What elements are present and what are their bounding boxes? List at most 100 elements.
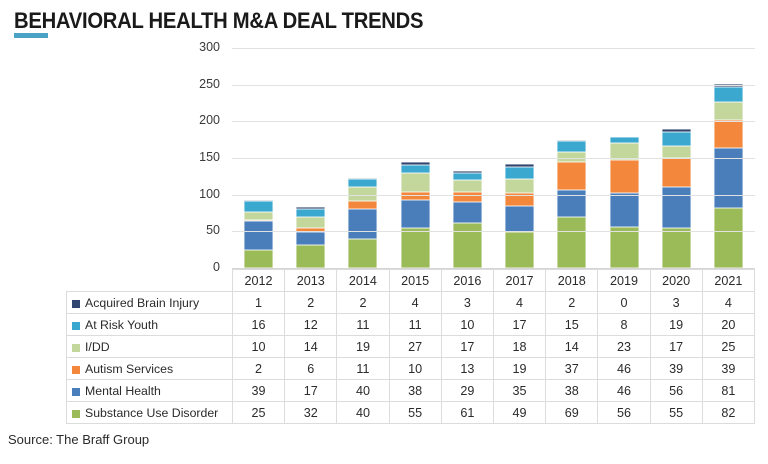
legend-swatch-icon — [72, 387, 80, 396]
column-header-2020: 2020 — [649, 269, 703, 292]
bar-column-2017 — [493, 48, 545, 268]
table-cell: 17 — [284, 379, 338, 402]
gridline-50 — [232, 231, 755, 233]
table-cell: 49 — [492, 401, 547, 424]
bar-segment — [295, 232, 325, 245]
table-cell: 10 — [388, 357, 442, 380]
table-cell: 13 — [440, 357, 494, 380]
stacked-bar — [557, 139, 587, 268]
bar-segment — [714, 207, 744, 268]
table-cell: 56 — [597, 401, 651, 424]
table-row: Substance Use Disorder 25 32 40 55 61 49 69 56 55… — [66, 401, 756, 424]
table-cell: 4 — [492, 291, 547, 314]
gridline-200 — [232, 121, 755, 123]
table-cell: 3 — [440, 291, 494, 314]
table-cell: 2 — [336, 291, 390, 314]
table-cell: 2 — [545, 291, 599, 314]
y-axis-tick-150: 150 — [199, 150, 220, 164]
bar-segment — [662, 131, 692, 146]
legend-label: Autism Services — [85, 361, 174, 376]
table-cell: 39 — [701, 357, 756, 380]
table-cell: 4 — [701, 291, 756, 314]
bar-segment — [505, 192, 535, 207]
table-row: Mental Health 39 17 40 38 29 35 38 46 56 81 — [66, 379, 756, 402]
table-cell: 56 — [649, 379, 703, 402]
column-header-2019: 2019 — [597, 269, 651, 292]
bar-segment — [609, 226, 639, 268]
table-cell: 38 — [388, 379, 442, 402]
column-header-2014: 2014 — [336, 269, 390, 292]
table-cell: 25 — [231, 401, 286, 424]
bar-segment — [505, 206, 535, 233]
bar-segment — [662, 227, 692, 268]
bar-column-2016 — [441, 48, 493, 268]
table-cell: 3 — [649, 291, 703, 314]
bar-segment — [609, 136, 639, 143]
legend-label: I/DD — [85, 339, 110, 354]
page-title: BEHAVIORAL HEALTH M&A DEAL TRENDS — [14, 8, 424, 33]
legend-label: Substance Use Disorder — [85, 405, 219, 420]
bar-segment — [243, 200, 273, 213]
stacked-bar — [295, 207, 325, 268]
bar-segment — [295, 244, 325, 268]
legend-item-mental-health: Mental Health — [66, 379, 233, 402]
legend-swatch-icon — [72, 409, 80, 418]
table-cell: 39 — [649, 357, 703, 380]
bar-segment — [243, 212, 273, 220]
bar-segment — [400, 227, 430, 268]
data-table: 2012 2013 2014 2015 2016 2017 2018 2019 2020 2021… — [66, 269, 756, 424]
column-header-2013: 2013 — [284, 269, 338, 292]
bar-column-2018 — [546, 48, 598, 268]
bar-segment — [348, 187, 378, 202]
bar-segment — [452, 192, 482, 203]
table-cell: 40 — [336, 379, 390, 402]
bar-segment — [243, 249, 273, 268]
bar-segment — [295, 217, 325, 228]
table-cell: 8 — [597, 313, 651, 336]
table-cell: 20 — [701, 313, 756, 336]
table-row: Autism Services 2 6 11 10 13 19 37 46 39 39 — [66, 357, 756, 380]
y-axis-labels: 0 50 100 150 200 250 300 — [188, 40, 226, 274]
bar-segment — [557, 139, 587, 142]
table-cell: 81 — [701, 379, 756, 402]
bar-column-2020 — [650, 48, 702, 268]
table-cell: 82 — [701, 401, 756, 424]
legend-label: Acquired Brain Injury — [85, 295, 200, 310]
gridline-150 — [232, 158, 755, 159]
table-cell: 40 — [336, 401, 390, 424]
y-axis-tick-250: 250 — [199, 76, 220, 91]
bar-columns — [232, 48, 755, 268]
table-row: Acquired Brain Injury 1 2 2 4 3 4 2 0 3 4 — [66, 291, 756, 314]
bar-segment — [400, 161, 430, 165]
bar-column-2014 — [337, 48, 389, 268]
stacked-bar — [609, 136, 639, 268]
bar-segment — [400, 199, 430, 228]
table-row: At Risk Youth 16 12 11 11 10 17 15 8 19 20 — [66, 313, 756, 336]
table-cell: 6 — [284, 357, 338, 380]
table-cell: 10 — [440, 313, 494, 336]
stacked-bar — [505, 163, 535, 268]
bar-segment — [452, 170, 482, 173]
bar-segment — [714, 101, 744, 120]
y-axis-tick-50: 50 — [206, 223, 220, 238]
table-cell: 19 — [336, 335, 390, 358]
stacked-bar — [348, 177, 378, 268]
table-cell: 4 — [388, 291, 442, 314]
legend-item-substance-use-disorder: Substance Use Disorder — [66, 401, 233, 424]
legend-swatch-icon — [72, 321, 80, 330]
bar-segment — [609, 193, 639, 227]
bar-segment — [348, 201, 378, 210]
table-cell: 11 — [336, 357, 390, 380]
bar-column-2019 — [598, 48, 650, 268]
table-cell: 12 — [284, 313, 338, 336]
bar-segment — [609, 142, 639, 160]
table-cell: 17 — [440, 335, 494, 358]
column-header-2016: 2016 — [440, 269, 494, 292]
table-cell: 23 — [597, 335, 651, 358]
table-cell: 19 — [492, 357, 547, 380]
table-cell: 11 — [336, 313, 390, 336]
legend-swatch-icon — [72, 343, 80, 352]
column-header-2017: 2017 — [492, 269, 547, 292]
table-cell: 46 — [597, 379, 651, 402]
table-cell: 39 — [231, 379, 286, 402]
